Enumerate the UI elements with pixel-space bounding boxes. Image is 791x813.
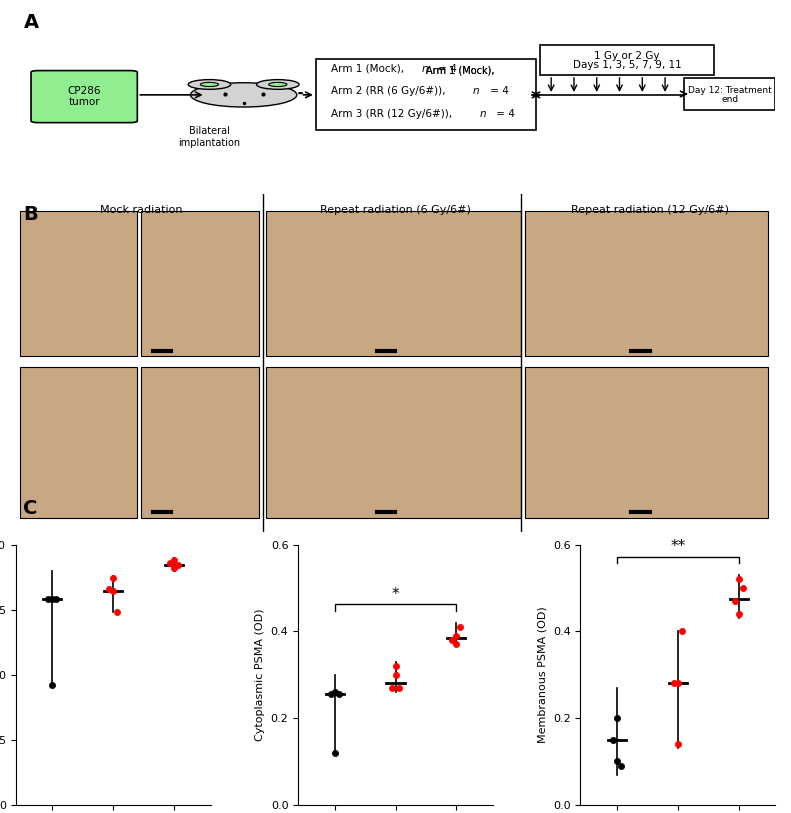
Point (676, 625, 688, 638)
Point (389, 659, 402, 672)
Point (103, 582, 115, 595)
FancyBboxPatch shape (316, 59, 536, 130)
Text: *: * (392, 587, 399, 602)
Text: Arm 1 (Mock),: Arm 1 (Mock), (426, 66, 498, 76)
Point (607, 733, 619, 746)
Circle shape (269, 82, 287, 86)
Point (164, 556, 176, 569)
Point (729, 594, 741, 607)
Point (50, 593, 62, 606)
Text: 1 Gy or 2 Gy: 1 Gy or 2 Gy (594, 51, 660, 61)
Point (454, 620, 467, 633)
Text: Repeat radiation (12 Gy/6#): Repeat radiation (12 Gy/6#) (571, 205, 729, 215)
Text: Mock radiation: Mock radiation (100, 205, 183, 215)
Text: A: A (24, 13, 39, 33)
Text: n: n (473, 86, 479, 97)
Text: = 4: = 4 (435, 64, 457, 74)
Text: end: end (721, 94, 738, 104)
Point (385, 681, 398, 694)
Bar (267, 367, 520, 519)
Point (46, 679, 59, 692)
Text: Arm 1 (Mock),: Arm 1 (Mock), (331, 64, 407, 74)
Point (611, 755, 623, 768)
Y-axis label: Cytoplasmic PSMA (OD): Cytoplasmic PSMA (OD) (255, 608, 265, 741)
Bar (141, 367, 259, 519)
Text: = 4: = 4 (493, 109, 515, 119)
Point (332, 688, 345, 701)
Point (393, 681, 406, 694)
Point (446, 633, 459, 646)
Text: Repeat radiation (6 Gy/6#): Repeat radiation (6 Gy/6#) (320, 205, 471, 215)
Point (389, 668, 402, 681)
Point (736, 581, 749, 594)
Text: Arm 2 (RR (6 Gy/6#)),: Arm 2 (RR (6 Gy/6#)), (331, 86, 448, 97)
Point (450, 629, 463, 642)
Bar (141, 211, 259, 356)
Point (107, 585, 119, 598)
Text: n: n (479, 109, 486, 119)
Point (611, 711, 623, 724)
Point (42, 593, 55, 606)
Text: Arm 3 (RR (12 Gy/6#)),: Arm 3 (RR (12 Gy/6#)), (331, 109, 456, 119)
Bar (20, 211, 138, 356)
Point (168, 562, 180, 575)
Circle shape (188, 80, 231, 89)
Text: Arm 1 (Mock),: Arm 1 (Mock), (426, 66, 498, 76)
Text: Days 1, 3, 5, 7, 9, 11: Days 1, 3, 5, 7, 9, 11 (573, 59, 682, 70)
Text: Day 12: Treatment: Day 12: Treatment (687, 86, 771, 95)
Point (107, 572, 119, 585)
Point (168, 554, 180, 567)
Point (328, 685, 341, 698)
FancyBboxPatch shape (539, 46, 714, 75)
Point (732, 607, 745, 620)
Circle shape (200, 82, 218, 86)
Point (46, 593, 59, 606)
Point (450, 638, 463, 651)
Bar (524, 211, 767, 356)
Point (324, 688, 337, 701)
Text: Bilateral
implantation: Bilateral implantation (179, 126, 240, 148)
Point (668, 677, 680, 690)
Text: C: C (24, 499, 38, 519)
Point (672, 677, 684, 690)
Text: = 4: = 4 (486, 86, 509, 97)
Circle shape (191, 83, 297, 107)
Text: **: ** (670, 539, 686, 554)
Point (615, 759, 627, 772)
Point (672, 737, 684, 750)
Text: CP286
tumor: CP286 tumor (67, 86, 101, 107)
Point (328, 746, 341, 759)
Bar (267, 211, 520, 356)
Circle shape (256, 80, 299, 89)
Y-axis label: Membranous PSMA (OD): Membranous PSMA (OD) (537, 606, 547, 743)
Text: B: B (24, 205, 38, 224)
Point (172, 559, 184, 572)
Text: n: n (422, 64, 428, 74)
Bar (20, 367, 138, 519)
FancyBboxPatch shape (684, 78, 775, 110)
Point (732, 573, 745, 586)
Bar (524, 367, 767, 519)
FancyBboxPatch shape (31, 71, 138, 123)
Point (111, 606, 123, 619)
